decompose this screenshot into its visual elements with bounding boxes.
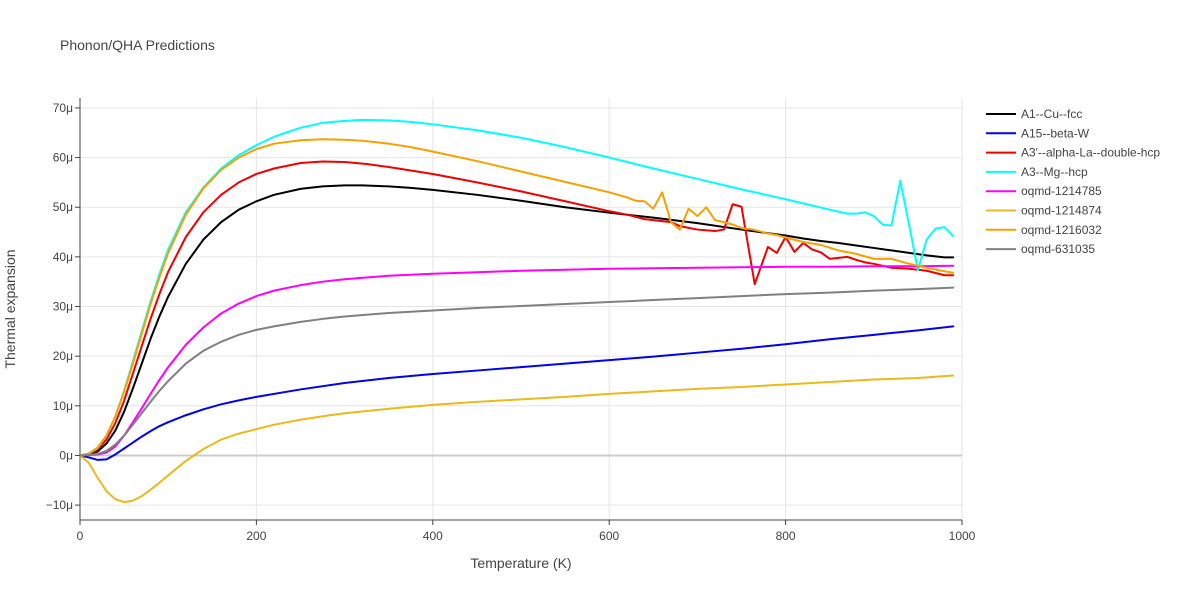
legend-label: A15--beta-W xyxy=(1021,126,1090,140)
legend-item[interactable]: oqmd-1214874 xyxy=(986,204,1102,218)
x-tick-label: 1000 xyxy=(949,529,976,543)
legend[interactable]: A1--Cu--fcc A15--beta-W A3'--alpha-La--dou… xyxy=(986,107,1160,256)
y-tick-label: 20μ xyxy=(53,349,73,363)
y-tick-label: 50μ xyxy=(53,200,73,214)
series-line-oqmd-631035 xyxy=(80,286,955,457)
legend-label: A1--Cu--fcc xyxy=(1021,107,1082,121)
legend-label: oqmd-631035 xyxy=(1021,242,1095,256)
series-line-oqmd-1216032 xyxy=(80,138,955,457)
y-tick-label: 40μ xyxy=(53,250,73,264)
legend-label: oqmd-1214785 xyxy=(1021,184,1102,198)
y-tick-label: 60μ xyxy=(53,151,73,165)
y-tick-label: 0μ xyxy=(59,448,73,462)
x-tick-label: 0 xyxy=(77,529,84,543)
legend-item[interactable]: A1--Cu--fcc xyxy=(986,107,1082,121)
x-axis-title: Temperature (K) xyxy=(470,555,571,571)
legend-item[interactable]: A3--Mg--hcp xyxy=(986,165,1088,179)
y-tick-label: 30μ xyxy=(53,300,73,314)
legend-label: A3'--alpha-La--double-hcp xyxy=(1021,146,1160,160)
x-tick-label: 400 xyxy=(423,529,443,543)
legend-item[interactable]: A15--beta-W xyxy=(986,126,1090,140)
series-line-oqmd-1214874 xyxy=(80,374,955,504)
legend-label: A3--Mg--hcp xyxy=(1021,165,1088,179)
y-tick-label: 10μ xyxy=(53,399,73,413)
legend-label: oqmd-1214874 xyxy=(1021,204,1102,218)
legend-item[interactable]: oqmd-1214785 xyxy=(986,184,1102,198)
series-lines xyxy=(80,118,955,504)
legend-label: oqmd-1216032 xyxy=(1021,223,1102,237)
chart-title: Phonon/QHA Predictions xyxy=(60,37,215,53)
x-tick-label: 200 xyxy=(246,529,266,543)
axes: 0 200 400 600 800 1000 −10μ 0μ 10μ 20μ 30μ 40μ 50μ 60… xyxy=(46,98,976,543)
y-axis-title: Thermal expansion xyxy=(2,249,18,368)
legend-item[interactable]: oqmd-631035 xyxy=(986,242,1095,256)
x-tick-label: 600 xyxy=(599,529,619,543)
x-tick-label: 800 xyxy=(776,529,796,543)
legend-item[interactable]: A3'--alpha-La--double-hcp xyxy=(986,146,1160,160)
grid-lines xyxy=(80,98,963,520)
series-line-a15-beta-w xyxy=(80,325,955,461)
series-line-a3-alpha-la-double-hcp xyxy=(80,160,955,457)
legend-item[interactable]: oqmd-1216032 xyxy=(986,223,1102,237)
series-line-a1-cu-fcc xyxy=(80,184,955,457)
y-tick-label: 70μ xyxy=(53,101,73,115)
y-tick-label: −10μ xyxy=(46,498,73,512)
